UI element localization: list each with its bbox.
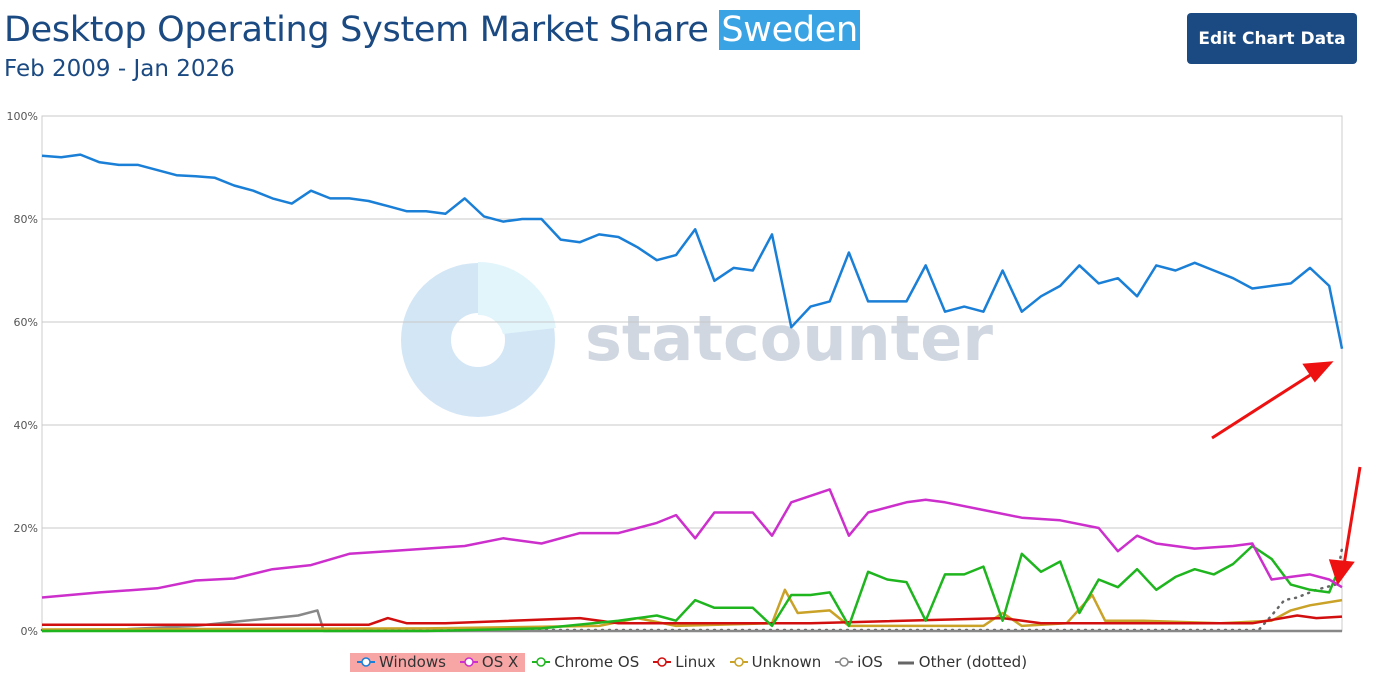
arrow-to-osx (1342, 466, 1362, 566)
legend-item-windows[interactable]: Windows (349, 653, 453, 672)
circle-marker-icon (459, 654, 478, 672)
legend-item-unknown[interactable]: Unknown (729, 653, 822, 672)
legend-label: Unknown (751, 653, 822, 671)
y-tick-label: 100% (7, 110, 38, 123)
circle-marker-icon (835, 654, 854, 672)
legend-item-os-x[interactable]: OS X (452, 653, 526, 672)
series-line-os-x (41, 488, 1343, 599)
y-tick-label: 40% (14, 419, 38, 432)
legend-label: iOS (857, 653, 883, 671)
page-title: Desktop Operating System Market Share Sw… (4, 10, 860, 50)
legend-label: Linux (675, 653, 716, 671)
series-line-chrome-os (42, 544, 1344, 633)
series-line-windows (41, 153, 1344, 350)
date-range: Feb 2009 - Jan 2026 (4, 56, 235, 82)
statcounter-watermark: statcounter (401, 261, 993, 417)
legend-label: Chrome OS (554, 653, 640, 671)
legend-label: Other (dotted) (918, 653, 1028, 671)
y-tick-label: 60% (14, 316, 38, 329)
chart: statcounter 0% 20% 40% 60% 80% 100% (7, 110, 1362, 638)
legend-item-linux[interactable]: Linux (653, 653, 716, 672)
arrow-head-windows (1302, 361, 1334, 383)
line-marker-icon (897, 654, 915, 672)
legend-label: OS X (481, 653, 519, 671)
edit-chart-data-button[interactable]: Edit Chart Data (1187, 13, 1357, 64)
title-highlight: Sweden (719, 10, 860, 50)
watermark-logo (401, 263, 555, 417)
arrow-to-windows (1211, 370, 1316, 440)
y-tick-label: 0% (21, 625, 38, 638)
y-tick-label: 20% (14, 522, 38, 535)
y-tick-label: 80% (14, 213, 38, 226)
series-line-linux (42, 614, 1343, 627)
legend-item-ios[interactable]: iOS (835, 653, 883, 672)
legend: Windows OS X Chrome OS Linux Unknown iOS Other… (0, 653, 1384, 672)
annotation-arrows (1211, 361, 1362, 586)
circle-marker-icon (653, 654, 672, 672)
arrow-head-osx (1328, 559, 1355, 586)
circle-marker-icon (356, 654, 375, 672)
title-text: Desktop Operating System Market Share (4, 10, 709, 50)
legend-item-chrome-os[interactable]: Chrome OS (532, 653, 639, 672)
legend-label: Windows (378, 653, 446, 671)
circle-marker-icon (729, 654, 748, 672)
series-line-other-dotted (40, 547, 1344, 632)
circle-marker-icon (532, 654, 551, 672)
legend-item-other-dotted[interactable]: Other (dotted) (897, 653, 1027, 672)
